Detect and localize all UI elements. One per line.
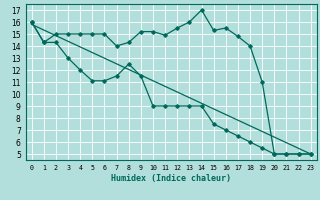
X-axis label: Humidex (Indice chaleur): Humidex (Indice chaleur) [111,174,231,183]
